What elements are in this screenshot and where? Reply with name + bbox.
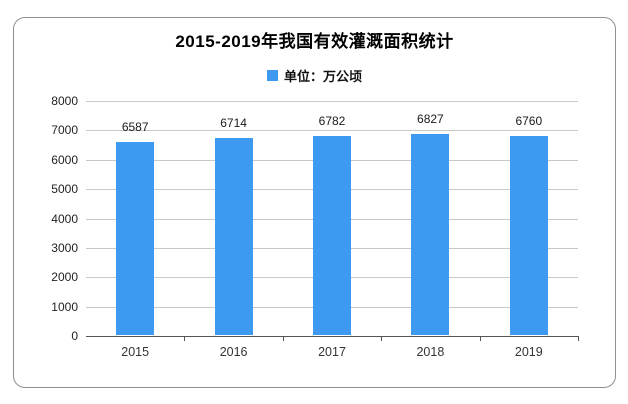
x-axis-tick-label: 2017 [318,345,346,359]
bar-value-label: 6827 [417,112,444,127]
y-axis-tick-label: 7000 [51,123,78,138]
bar-2018 [411,134,450,335]
plot-area: 0 1000 2000 3000 4000 5000 6000 7000 8000 6587 201… [51,94,579,359]
x-axis-tick-label: 2019 [514,345,543,359]
y-axis-tick-label: 1000 [51,299,78,314]
y-axis-tick-label: 6000 [51,152,78,167]
gridline [86,130,578,132]
bar-value-label: 6714 [220,115,247,130]
legend-label: 单位：万公顷 [283,69,362,84]
y-axis-tick-label: 3000 [51,240,78,255]
x-axis-tick-mark [184,336,186,341]
legend: 单位：万公顷 [14,66,615,85]
x-axis-line [86,336,578,337]
x-axis-tick-label: 2018 [416,345,445,359]
y-axis-tick-label: 8000 [51,94,78,108]
x-axis-tick-mark [479,336,481,341]
chart-title: 2015-2019年我国有效灌溉面积统计 [175,32,454,51]
x-axis-tick-mark [578,336,579,341]
bar-2016 [214,137,253,335]
bar-2017 [313,135,351,335]
chart-card: 2015-2019年我国有效灌溉面积统计 单位：万公顷 0 1000 2000 300… [13,17,616,388]
y-axis-tick-label: 2000 [51,270,78,285]
y-axis-tick-label: 5000 [51,182,78,197]
x-axis-tick-label: 2016 [219,345,248,359]
x-axis-tick-mark [381,336,383,341]
y-axis-tick-label: 0 [71,329,78,343]
x-axis-tick-mark [282,336,284,341]
x-axis-tick-label: 2015 [121,345,150,359]
gridline [86,101,578,102]
bar-2015 [116,141,155,335]
y-axis-tick-label: 4000 [51,211,78,226]
bar-2019 [509,136,548,335]
bar-value-label: 6587 [121,119,149,134]
bar-value-label: 6782 [318,113,346,128]
bar-value-label: 6760 [515,114,543,129]
legend-swatch-icon [266,70,278,81]
